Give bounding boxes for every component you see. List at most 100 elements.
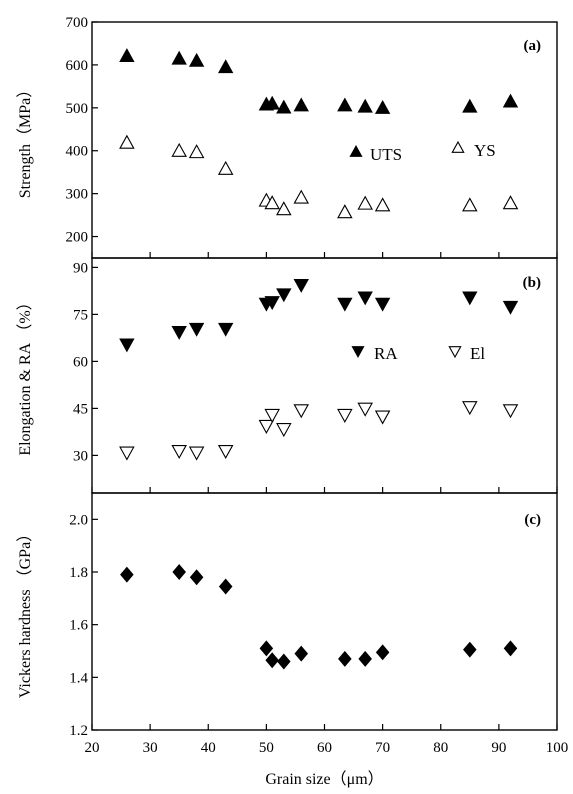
- data-point: [189, 569, 204, 586]
- chart-panel-c: 1.2 1.4 1.6 1.8 2.0 Vickers hardness （GPa） (c): [16, 492, 558, 739]
- data-point: [462, 197, 478, 212]
- data-point: [337, 204, 353, 219]
- data-point: [171, 142, 187, 157]
- series-hardness: [120, 564, 518, 670]
- data-point: [259, 640, 274, 657]
- legend-entry-el: El: [448, 344, 485, 363]
- legend-entry-uts: UTS: [349, 144, 402, 164]
- legend-label: RA: [374, 344, 398, 363]
- data-point: [502, 404, 519, 419]
- x-axis-label: Grain size（μm）: [265, 770, 383, 788]
- data-point: [188, 322, 205, 337]
- data-point: [358, 650, 372, 667]
- data-point: [119, 338, 135, 353]
- data-point: [276, 99, 292, 114]
- series-uts: [119, 48, 519, 114]
- chart-panel-b: 30 45 60 75 90 Elongation & RA （%） (b) RA El: [16, 257, 558, 494]
- x-tick-label: 100: [546, 740, 569, 756]
- data-point: [357, 402, 373, 417]
- x-tick-label: 50: [259, 740, 274, 756]
- x-tick-label: 40: [201, 740, 216, 756]
- y-axis-label: Vickers hardness （GPa）: [16, 526, 34, 698]
- data-point: [277, 653, 291, 670]
- data-point: [276, 288, 292, 303]
- data-point: [375, 644, 390, 661]
- y-tick-label: 400: [66, 144, 89, 160]
- panel-frame: [91, 257, 558, 494]
- data-point: [119, 446, 135, 461]
- data-point: [276, 201, 292, 216]
- y-tick-label: 90: [73, 260, 88, 276]
- data-point: [188, 144, 205, 159]
- y-tick-label: 30: [73, 448, 88, 464]
- y-axis-label: Strength（MPa）: [16, 82, 34, 198]
- data-point: [357, 291, 373, 306]
- data-point: [357, 98, 373, 113]
- shared-x-axis: 20 30 40 50 60 70 80 90 100 Grain size（μm）: [85, 740, 569, 788]
- data-point: [119, 134, 135, 149]
- y-tick-label: 500: [66, 101, 89, 117]
- y-tick-label: 1.2: [69, 723, 88, 739]
- panel-frame: [91, 21, 558, 259]
- x-tick-label: 30: [143, 740, 158, 756]
- data-point: [171, 325, 187, 340]
- legend-label: YS: [474, 141, 496, 160]
- y-tick-label: 200: [66, 230, 89, 246]
- panels-group: 200 300 400 500 600 700 Strength（MPa） (a) UTS YS 3…: [16, 15, 558, 739]
- x-tick-label: 20: [85, 740, 100, 756]
- data-point: [462, 401, 478, 416]
- data-point: [218, 578, 233, 595]
- data-point: [462, 98, 478, 113]
- y-tick-label: 600: [66, 58, 89, 74]
- data-point: [374, 100, 391, 114]
- x-tick-label: 70: [375, 740, 390, 756]
- data-point: [217, 160, 234, 175]
- panel-label: (b): [523, 275, 541, 291]
- y-tick-label: 300: [66, 187, 89, 203]
- y-tick-label: 75: [73, 307, 88, 323]
- legend-marker: [451, 140, 465, 153]
- data-point: [188, 52, 205, 67]
- data-point: [374, 297, 391, 312]
- data-point: [293, 97, 309, 112]
- panel-label: (c): [524, 512, 541, 528]
- series-el: [119, 401, 519, 461]
- panel-frame: [91, 492, 558, 731]
- data-point: [293, 278, 309, 293]
- chart-panel-a: 200 300 400 500 600 700 Strength（MPa） (a) UTS YS: [16, 15, 558, 259]
- data-point: [276, 423, 292, 438]
- x-tick-label: 80: [433, 740, 448, 756]
- y-tick-label: 700: [66, 15, 89, 31]
- series-ra: [119, 278, 519, 353]
- data-point: [374, 410, 391, 425]
- data-point: [218, 322, 234, 337]
- data-point: [294, 645, 309, 662]
- data-point: [338, 650, 352, 667]
- y-tick-label: 1.6: [69, 618, 88, 634]
- data-point: [171, 444, 187, 460]
- y-tick-label: 2.0: [69, 512, 88, 528]
- legend-entry-ys: YS: [451, 140, 496, 160]
- legend-marker: [349, 144, 363, 157]
- data-point: [188, 446, 205, 461]
- data-point: [502, 300, 519, 315]
- y-tick-label: 45: [73, 401, 88, 417]
- data-point: [171, 50, 187, 65]
- legend-marker: [351, 346, 365, 359]
- x-tick-label: 90: [491, 740, 506, 756]
- data-point: [264, 296, 280, 311]
- legend-label: UTS: [370, 145, 402, 164]
- data-point: [463, 641, 477, 658]
- data-point: [357, 195, 373, 210]
- data-point: [258, 419, 275, 434]
- data-point: [337, 408, 353, 424]
- y-tick-label: 1.4: [69, 670, 88, 686]
- legend-entry-ra: RA: [351, 344, 398, 363]
- data-point: [293, 189, 310, 204]
- data-point: [502, 93, 519, 108]
- legend-label: El: [470, 344, 485, 363]
- data-point: [218, 59, 234, 74]
- data-point: [503, 640, 518, 657]
- data-point: [264, 95, 280, 110]
